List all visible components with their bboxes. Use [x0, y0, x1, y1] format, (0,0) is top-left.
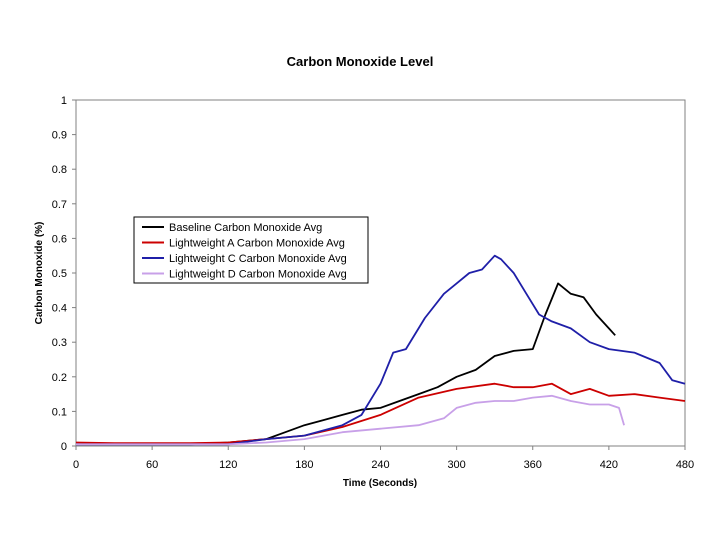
x-axis-label: Time (Seconds): [343, 478, 417, 489]
y-tick-label: 0: [61, 441, 67, 453]
legend-box: [133, 216, 369, 284]
x-tick-label: 480: [676, 459, 694, 471]
y-tick-label: 1: [61, 95, 67, 107]
legend: Baseline Carbon Monoxide Avg Lightweight …: [133, 216, 369, 284]
y-tick-label: 0.6: [52, 233, 67, 245]
series-line-4: [76, 394, 625, 446]
y-tick-label: 0.7: [52, 199, 67, 211]
y-axis: 0 0.1 0.2 0.3 0.4 0.5 0.6 0.7 0.8 0.9 1: [52, 95, 76, 453]
x-tick-label: 300: [447, 459, 465, 471]
x-tick-label: 180: [295, 459, 313, 471]
legend-entry-4: Lightweight D Carbon Monoxide Avg: [169, 269, 347, 281]
y-tick-label: 0.4: [52, 303, 67, 315]
y-tick-label: 0.2: [52, 372, 67, 384]
y-tick-label: 0.5: [52, 268, 67, 280]
y-axis-label: Carbon Monoxide (%): [34, 222, 45, 325]
legend-entry-1: Baseline Carbon Monoxide Avg: [169, 222, 322, 234]
x-tick-label: 240: [371, 459, 389, 471]
x-tick-label: 420: [600, 459, 618, 471]
series-line-3: [76, 254, 686, 446]
y-tick-label: 0.1: [52, 406, 67, 418]
series-layer: [75, 254, 686, 446]
y-tick-label: 0.9: [52, 130, 67, 142]
chart-title: Carbon Monoxide Level: [287, 54, 434, 69]
series-line-2: [75, 382, 686, 445]
x-tick-label: 0: [73, 459, 79, 471]
x-axis: 0 60 120 180 240 300 360 420 480: [73, 446, 694, 471]
y-tick-label: 0.3: [52, 337, 67, 349]
x-tick-label: 360: [524, 459, 542, 471]
x-tick-label: 120: [219, 459, 237, 471]
legend-entry-3: Lightweight C Carbon Monoxide Avg: [169, 253, 347, 265]
y-tick-label: 0.8: [52, 164, 67, 176]
x-tick-label: 60: [146, 459, 158, 471]
legend-entry-2: Lightweight A Carbon Monoxide Avg: [169, 238, 345, 250]
